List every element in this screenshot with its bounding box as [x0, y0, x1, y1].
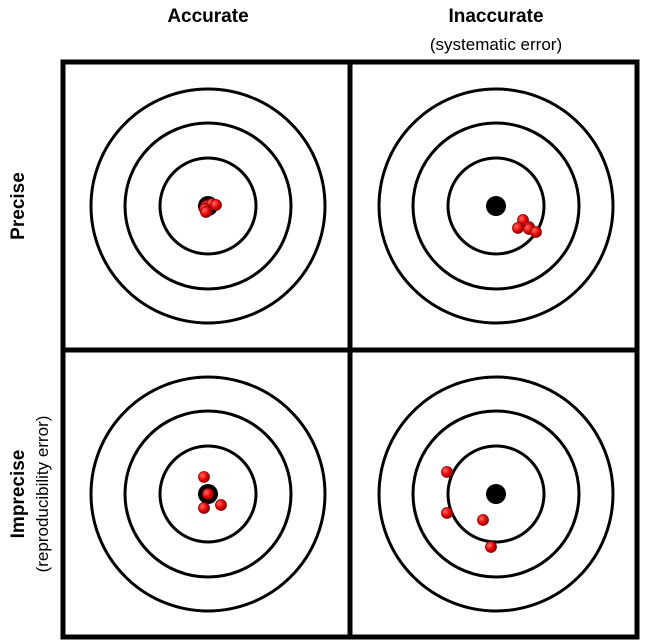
target-ring-2	[123, 121, 293, 291]
bullseye	[486, 196, 506, 216]
hit-marker	[210, 199, 222, 211]
target-ring-3	[446, 156, 546, 256]
row-header-precise: Precise	[8, 172, 29, 240]
hit-marker	[441, 466, 453, 478]
row-subtitle-imprecise: (reproducibility error)	[33, 416, 52, 573]
hit-marker	[200, 206, 212, 218]
hit-marker	[202, 488, 214, 500]
target-ring-3	[158, 156, 258, 256]
row-title-precise: Precise	[8, 172, 29, 240]
column-subtitle-inaccurate: (systematic error)	[430, 35, 562, 54]
target-ring-2	[123, 409, 293, 579]
grid-frame	[60, 59, 640, 640]
target-ring-2	[411, 121, 581, 291]
column-title-inaccurate: Inaccurate	[448, 6, 543, 27]
target-ring-1	[377, 375, 615, 613]
row-header-imprecise: Imprecise (reproducibility error)	[8, 416, 52, 573]
target-accurate-imprecise	[89, 375, 327, 613]
hit-marker	[512, 222, 524, 234]
target-ring-1	[377, 87, 615, 325]
target-panels	[89, 87, 615, 613]
hit-marker	[477, 514, 489, 526]
target-ring-2	[411, 409, 581, 579]
target-ring-3	[158, 444, 258, 544]
hit-marker	[441, 507, 453, 519]
target-ring-1	[89, 375, 327, 613]
hit-marker	[530, 226, 542, 238]
bullseye	[486, 484, 506, 504]
row-title-imprecise: Imprecise	[8, 450, 29, 539]
hit-marker	[198, 502, 210, 514]
target-inaccurate-imprecise	[377, 375, 615, 613]
hit-marker	[485, 541, 497, 553]
target-ring-3	[446, 444, 546, 544]
target-inaccurate-precise	[377, 87, 615, 325]
target-ring-1	[89, 87, 327, 325]
hit-marker	[198, 471, 210, 483]
target-accurate-precise	[89, 87, 327, 325]
column-title-accurate: Accurate	[167, 6, 248, 27]
hit-marker	[215, 499, 227, 511]
